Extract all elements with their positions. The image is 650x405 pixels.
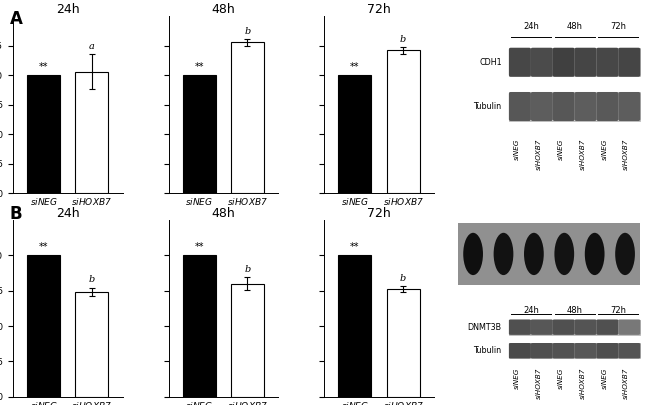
FancyBboxPatch shape [531,320,552,335]
FancyBboxPatch shape [509,320,531,335]
FancyBboxPatch shape [618,343,640,358]
FancyBboxPatch shape [575,320,597,335]
Text: siHOXB7: siHOXB7 [623,368,629,399]
FancyBboxPatch shape [597,92,618,121]
Text: 72h: 72h [610,21,627,30]
Text: **: ** [194,242,204,252]
Bar [183,255,216,397]
Text: **: ** [39,242,49,252]
FancyBboxPatch shape [509,48,640,77]
Text: DNMT3B: DNMT3B [467,323,502,332]
Bar [27,75,60,193]
Ellipse shape [615,233,635,275]
FancyBboxPatch shape [575,48,597,77]
Text: siHOXB7: siHOXB7 [536,139,542,170]
Text: A: A [10,10,23,28]
Text: siNEG: siNEG [514,368,520,389]
FancyBboxPatch shape [618,48,640,77]
FancyBboxPatch shape [509,343,531,358]
FancyBboxPatch shape [552,320,575,335]
FancyBboxPatch shape [531,92,552,121]
Bar [75,72,109,193]
Text: siNEG: siNEG [601,368,608,389]
Text: CDH1: CDH1 [479,58,502,67]
Text: b: b [244,27,251,36]
Bar [75,292,109,397]
Title: 24h: 24h [56,207,79,220]
FancyBboxPatch shape [509,48,531,77]
FancyBboxPatch shape [552,343,575,358]
Bar [183,75,216,193]
Text: Tubulin: Tubulin [474,102,502,111]
FancyBboxPatch shape [618,92,640,121]
FancyBboxPatch shape [597,320,618,335]
Text: a: a [89,42,95,51]
Text: siNEG: siNEG [601,139,608,160]
FancyBboxPatch shape [575,343,597,358]
Text: b: b [89,275,95,284]
FancyBboxPatch shape [531,48,552,77]
Title: 72h: 72h [367,207,391,220]
Ellipse shape [585,233,604,275]
Text: b: b [400,274,406,283]
Text: B: B [10,205,22,222]
FancyBboxPatch shape [597,343,618,358]
Bar [387,51,419,193]
Ellipse shape [524,233,544,275]
FancyBboxPatch shape [509,92,531,121]
Title: 48h: 48h [211,3,235,16]
Text: siHOXB7: siHOXB7 [623,139,629,170]
Text: 48h: 48h [567,305,582,315]
FancyBboxPatch shape [618,320,640,335]
Text: siNEG: siNEG [514,139,520,160]
Text: siHOXB7: siHOXB7 [580,139,586,170]
FancyBboxPatch shape [531,343,552,358]
FancyBboxPatch shape [552,92,575,121]
Text: **: ** [39,62,49,72]
FancyBboxPatch shape [597,48,618,77]
Text: 72h: 72h [610,305,627,315]
FancyBboxPatch shape [552,48,575,77]
FancyBboxPatch shape [509,320,640,335]
Text: **: ** [350,242,359,252]
Text: b: b [244,264,251,274]
Bar [339,75,371,193]
Text: b: b [400,35,406,44]
Text: Tubulin: Tubulin [474,346,502,355]
Ellipse shape [554,233,574,275]
Bar [27,255,60,397]
FancyBboxPatch shape [458,223,640,285]
Text: siNEG: siNEG [558,368,564,389]
Ellipse shape [493,233,514,275]
Text: siNEG: siNEG [558,139,564,160]
Text: 48h: 48h [567,21,582,30]
Bar [231,284,264,397]
Text: siHOXB7: siHOXB7 [536,368,542,399]
Text: siHOXB7: siHOXB7 [580,368,586,399]
FancyBboxPatch shape [509,343,640,358]
Text: 24h: 24h [523,21,539,30]
Text: 24h: 24h [523,305,539,315]
Bar [231,42,264,193]
FancyBboxPatch shape [575,92,597,121]
Ellipse shape [463,233,483,275]
Bar [339,255,371,397]
Title: 48h: 48h [211,207,235,220]
Title: 72h: 72h [367,3,391,16]
Title: 24h: 24h [56,3,79,16]
Text: **: ** [350,62,359,72]
Text: **: ** [194,62,204,72]
Bar [387,289,419,397]
FancyBboxPatch shape [509,92,640,121]
